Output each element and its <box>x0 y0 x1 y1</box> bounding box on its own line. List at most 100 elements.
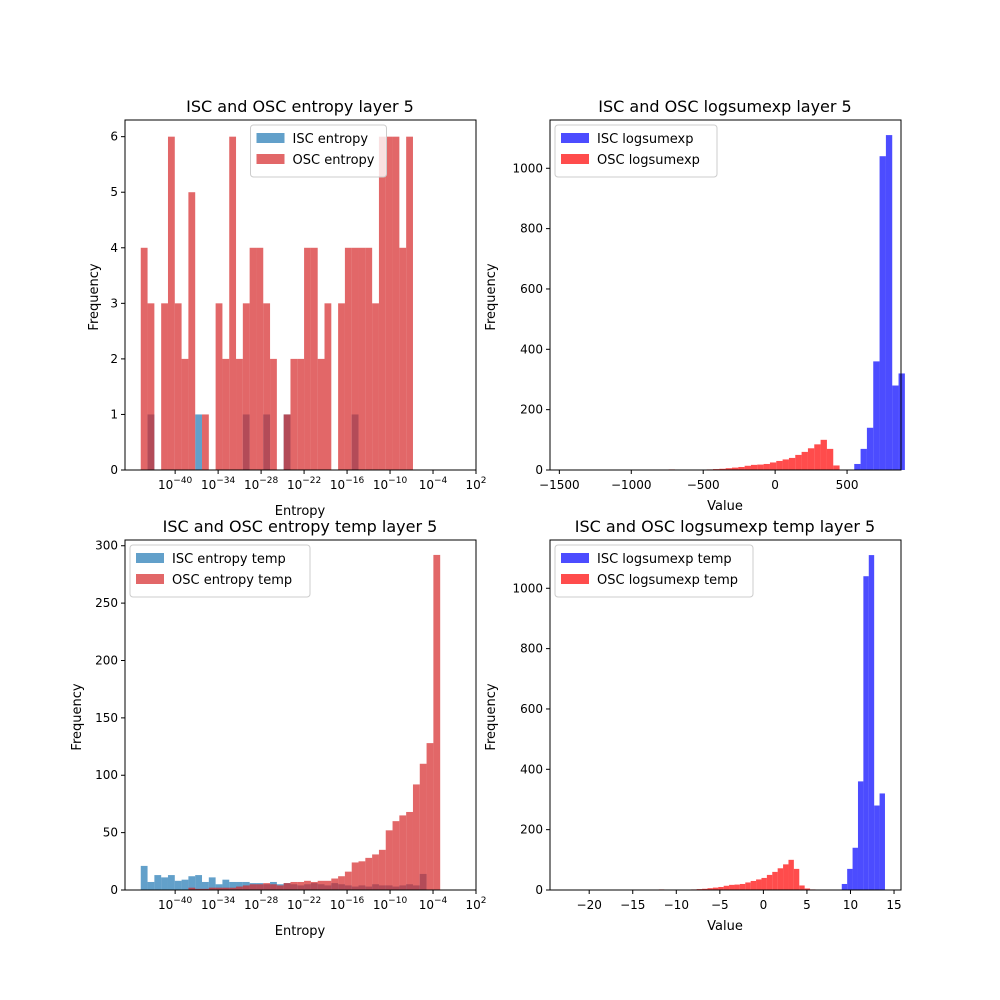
x-tick-label: 10−34 <box>201 476 236 492</box>
legend-swatch <box>561 553 589 563</box>
bar-series-2 <box>270 358 277 470</box>
bar-series-2 <box>290 881 298 890</box>
bar-series-2 <box>820 439 827 470</box>
bar-series-2 <box>188 192 196 470</box>
y-tick-label: 300 <box>95 539 118 553</box>
bar-series-2 <box>750 880 757 890</box>
bar-series-2 <box>378 849 386 890</box>
bar-series-2 <box>351 247 359 470</box>
bar-series-2 <box>290 358 298 470</box>
panel-2-title: ISC and OSC logsumexp layer 5 <box>598 97 851 116</box>
bar-series-1 <box>874 805 880 890</box>
legend: ISC entropy OSC entropy <box>250 124 387 178</box>
bar-series-2 <box>167 136 175 471</box>
bar-series-1 <box>222 879 230 890</box>
bar-series-2 <box>338 876 345 890</box>
legend-swatch <box>561 133 589 143</box>
bar-series-1 <box>154 875 162 890</box>
x-tick-label: −10 <box>664 898 689 912</box>
bar-series-2 <box>725 468 732 470</box>
bar-series-2 <box>783 864 789 890</box>
bar-series-2 <box>324 303 332 470</box>
legend-label: OSC logsumexp temp <box>597 573 738 588</box>
y-tick-label: 0 <box>535 883 543 897</box>
bar-series-2 <box>317 880 325 890</box>
legend-label: OSC entropy <box>293 153 375 168</box>
x-tick-label: 500 <box>836 478 859 492</box>
y-tick-label: 100 <box>95 768 118 782</box>
legend-swatch <box>136 574 164 584</box>
bar-series-2 <box>763 463 770 470</box>
legend-label: ISC entropy temp <box>172 552 286 567</box>
bar-series-2 <box>140 247 148 470</box>
x-tick-label: 10 <box>843 898 858 912</box>
bar-series-2 <box>263 883 271 890</box>
y-tick-label: 400 <box>520 762 543 776</box>
y-tick-label: 600 <box>520 702 543 716</box>
y-tick-label: 200 <box>520 823 543 837</box>
panel-1-xlabel: Entropy <box>275 504 326 519</box>
y-tick-label: 5 <box>110 185 118 199</box>
bar-series-2 <box>215 303 223 470</box>
legend-label: OSC entropy temp <box>172 573 292 588</box>
histogram-bars <box>658 555 885 890</box>
panel-3-title: ISC and OSC entropy temp layer 5 <box>163 517 438 536</box>
bar-series-2 <box>731 467 739 470</box>
bar-series-2 <box>344 871 352 890</box>
panel-4-title: ISC and OSC logsumexp temp layer 5 <box>575 517 875 536</box>
y-tick-label: 400 <box>520 342 543 356</box>
bar-series-2 <box>392 136 400 471</box>
bar-series-2 <box>795 454 802 470</box>
y-tick-label: 50 <box>103 826 118 840</box>
bar-series-2 <box>215 887 223 890</box>
bar-series-2 <box>372 303 379 470</box>
y-tick-label: 0 <box>110 883 118 897</box>
bar-series-1 <box>885 135 893 470</box>
panel-3-ylabel: Frequency <box>70 683 85 750</box>
bar-series-2 <box>256 247 264 470</box>
bar-series-2 <box>372 854 379 890</box>
panel-2-xlabel: Value <box>707 499 743 514</box>
bar-series-2 <box>344 247 352 470</box>
bar-series-2 <box>317 358 325 470</box>
bar-series-2 <box>351 862 359 890</box>
legend-label: OSC logsumexp <box>597 153 700 168</box>
bar-series-1 <box>236 881 243 890</box>
bar-series-2 <box>766 874 773 890</box>
panel-2-ylabel: Frequency <box>484 263 499 330</box>
bar-series-2 <box>761 877 767 890</box>
bar-series-2 <box>229 887 237 890</box>
bar-series-2 <box>365 857 373 890</box>
legend-box <box>129 544 311 598</box>
bar-series-1 <box>866 427 874 470</box>
bar-series-1 <box>841 883 848 890</box>
bar-series-1 <box>147 881 155 890</box>
bar-series-1 <box>873 361 880 470</box>
bar-series-2 <box>804 888 811 890</box>
panel-entropy-temp: ISC and OSC entropy temp layer 5 Entropy… <box>70 517 487 939</box>
axes-frame <box>124 119 477 471</box>
x-tick-label: −500 <box>687 478 720 492</box>
bar-series-2 <box>297 881 305 890</box>
x-tick-label: 10−16 <box>330 896 365 912</box>
x-tick-label: 15 <box>886 898 901 912</box>
x-tick-label: −5 <box>711 898 729 912</box>
bar-series-2 <box>297 358 305 470</box>
bar-series-2 <box>745 882 751 890</box>
bar-series-2 <box>406 811 413 890</box>
x-tick-label: 10−22 <box>287 476 321 492</box>
bar-series-1 <box>195 875 203 890</box>
bar-series-2 <box>181 358 189 470</box>
bar-series-2 <box>406 136 413 471</box>
bar-series-2 <box>738 466 745 470</box>
bar-series-2 <box>756 879 762 890</box>
x-tick-label: −20 <box>577 898 602 912</box>
bar-series-1 <box>215 884 223 890</box>
legend: ISC logsumexp temp OSC logsumexp temp <box>554 544 754 598</box>
bar-series-2 <box>826 448 834 470</box>
axes-frame <box>549 539 902 891</box>
bar-series-2 <box>256 884 264 890</box>
histogram-bars <box>140 136 413 471</box>
x-tick-label: 10−40 <box>158 896 193 912</box>
bar-series-1 <box>188 876 196 890</box>
